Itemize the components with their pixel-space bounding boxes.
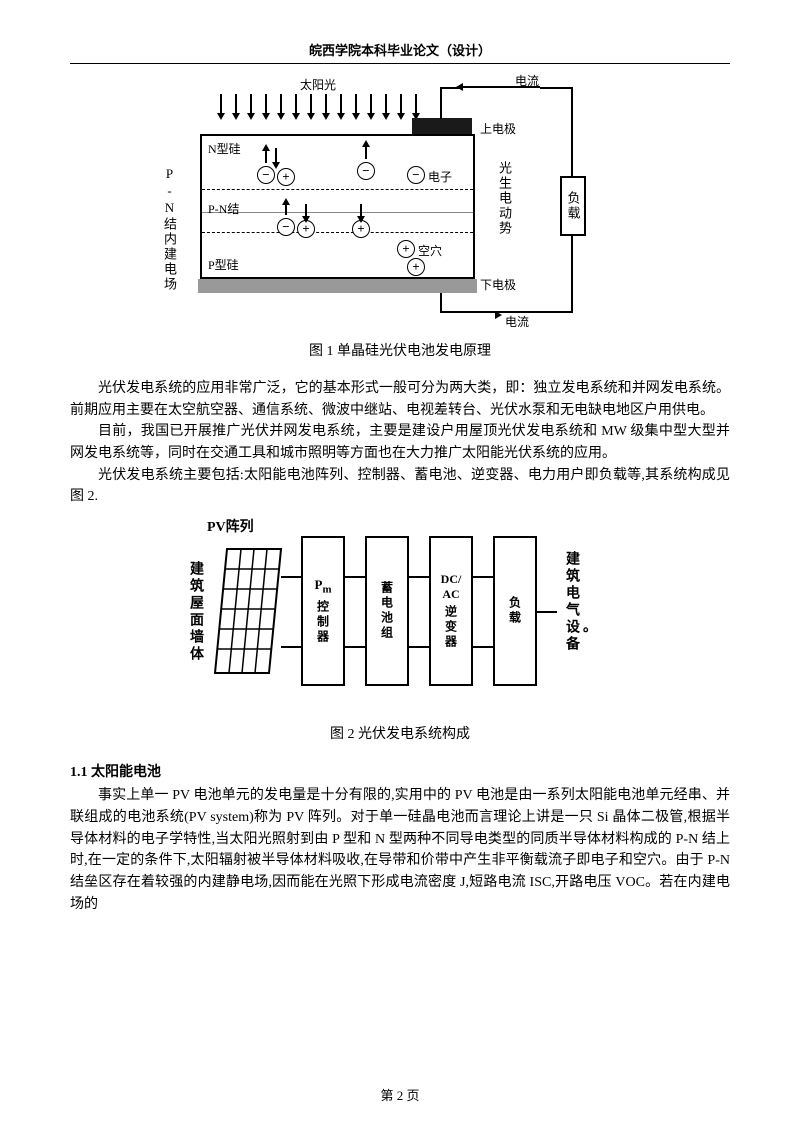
battery-label: 蓄电池组 (379, 581, 396, 641)
cell-body: N型硅 P-N结 P型硅 − + − − 电子 − + + (200, 134, 475, 279)
pv-panel-icon (209, 541, 289, 681)
left-label: P-N结内建电场 (160, 166, 179, 292)
figure-2-caption: 图 2 光伏发电系统构成 (70, 723, 730, 743)
pm-controller-label: 控制器 (315, 600, 332, 645)
figure-2: PV阵列 建筑屋面墙体 Pm 控制器 蓄电 (185, 516, 615, 711)
bottom-electrode (198, 279, 477, 293)
current-top-label: 电流 (515, 72, 539, 89)
pn-label: P-N结 (208, 200, 239, 217)
hole-label: 空穴 (418, 242, 442, 259)
emf-label: 光生电动势 (495, 161, 514, 236)
inverter-block: DC/AC 逆变器 (429, 536, 473, 686)
section-1-1-body: 事实上单一 PV 电池单元的发电量是十分有限的,实用中的 PV 电池是由一系列太… (70, 785, 730, 915)
load-label: 负载 (564, 191, 583, 221)
figure-1-caption: 图 1 单晶硅光伏电池发电原理 (70, 340, 730, 360)
section-1-1-heading: 1.1 太阳能电池 (70, 761, 730, 781)
load-label-fig2: 负载 (507, 596, 524, 626)
electron-label: 电子 (428, 168, 452, 185)
load-box: 负载 (560, 176, 586, 236)
page-header: 皖西学院本科毕业论文（设计） (70, 40, 730, 64)
p-type-label: P型硅 (208, 256, 239, 273)
page-footer: 第 2 页 (0, 1085, 800, 1104)
n-type-label: N型硅 (208, 140, 241, 157)
bottom-electrode-label: 下电极 (480, 276, 516, 293)
figure-1: P-N结内建电场 太阳光 电流 上电极 (160, 76, 640, 328)
paragraph-1: 光伏发电系统的应用非常广泛，它的基本形式一般可分为两大类，即：独立发电系统和并网… (70, 378, 730, 421)
load-block: 负载 (493, 536, 537, 686)
building-wall-label: 建筑屋面墙体 (185, 561, 205, 663)
top-electrode (412, 118, 472, 134)
sunlight-label: 太阳光 (300, 76, 336, 93)
pv-array-label: PV阵列 (207, 516, 254, 536)
battery-block: 蓄电池组 (365, 536, 409, 686)
pm-controller-block: Pm 控制器 (301, 536, 345, 686)
equipment-label: 建筑电气设备 (561, 551, 581, 653)
figure-2-diagram: PV阵列 建筑屋面墙体 Pm 控制器 蓄电 (185, 516, 615, 711)
current-bottom-label: 电流 (505, 313, 529, 330)
top-electrode-label: 上电极 (480, 120, 516, 137)
paragraph-2: 目前，我国已开展推广光伏并网发电系统，主要是建设户用屋顶光伏发电系统和 MW 级… (70, 421, 730, 464)
figure-1-diagram: P-N结内建电场 太阳光 电流 上电极 (160, 76, 640, 328)
paragraph-3: 光伏发电系统主要包括:太阳能电池阵列、控制器、蓄电池、逆变器、电力用户即负载等,… (70, 465, 730, 508)
